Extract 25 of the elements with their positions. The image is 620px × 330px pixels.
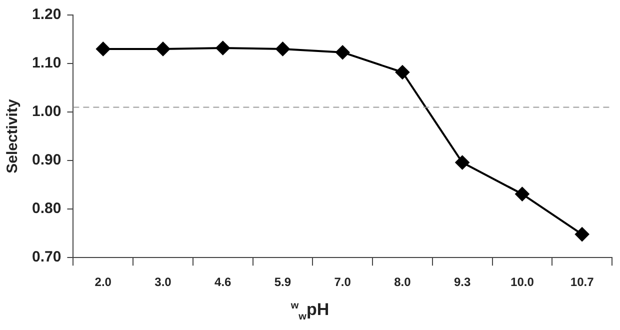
y-axis-title: Selectivity xyxy=(4,98,22,174)
x-tick-label: 10.7 xyxy=(570,275,594,290)
point xyxy=(515,187,530,202)
x-tick-label: 2.0 xyxy=(94,275,112,290)
point xyxy=(395,65,410,80)
y-tick-label: 1.00 xyxy=(32,103,62,120)
point xyxy=(336,45,350,60)
x-tick-label: 4.6 xyxy=(214,275,232,290)
x-tick-label: 8.0 xyxy=(394,275,412,290)
y-tick-label: 1.20 xyxy=(32,6,62,24)
x-tick-label: 9.3 xyxy=(454,275,471,290)
y-tick-label: 1.10 xyxy=(32,54,62,72)
point xyxy=(276,42,290,56)
point xyxy=(216,40,230,55)
x-tick-label: 5.9 xyxy=(274,275,292,290)
y-tick-label: 0.80 xyxy=(32,200,62,218)
point xyxy=(156,42,170,56)
x-tick-label: 10.0 xyxy=(510,275,534,290)
y-tick-label: 0.70 xyxy=(32,248,62,266)
point xyxy=(455,156,470,170)
y-tick-label: 0.90 xyxy=(32,152,62,169)
x-tick-label: 3.0 xyxy=(154,275,172,290)
point xyxy=(96,42,110,56)
x-tick-label: 7.0 xyxy=(334,275,352,290)
point xyxy=(575,227,590,242)
